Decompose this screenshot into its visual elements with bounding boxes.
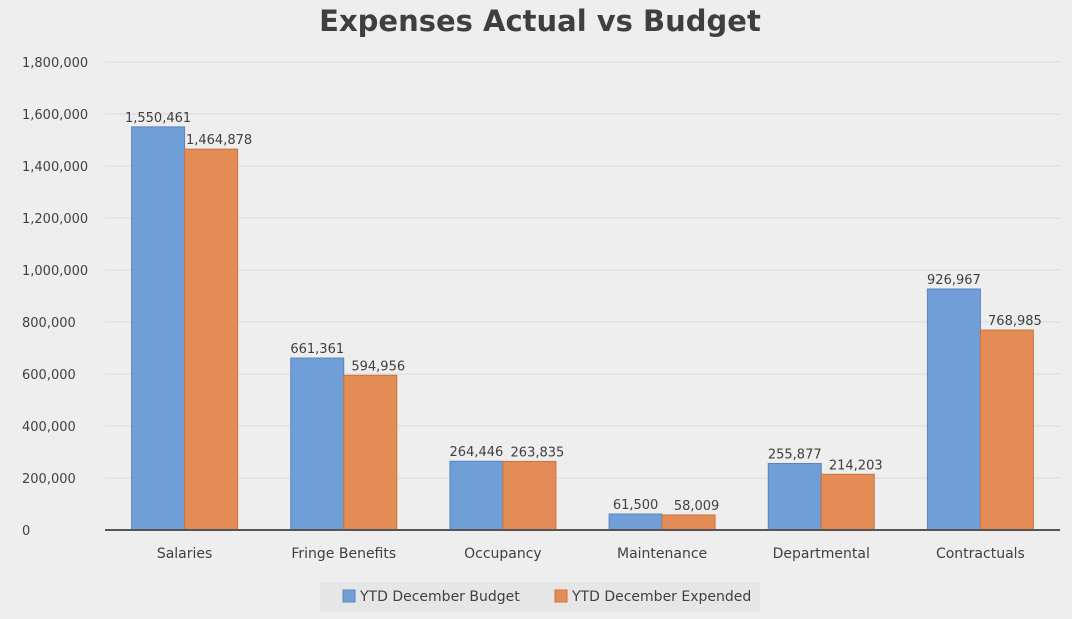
legend-background (320, 582, 760, 612)
y-tick-label: 1,000,000 (22, 264, 88, 279)
x-tick-label: Fringe Benefits (291, 546, 396, 562)
legend-item-budget[interactable]: YTD December Budget (342, 589, 520, 605)
bars (131, 126, 1034, 531)
legend-swatch-budget (342, 589, 356, 603)
legend-swatch-expended (554, 589, 568, 603)
data-label-budget: 255,877 (768, 447, 822, 462)
x-tick-label: Contractuals (936, 546, 1025, 562)
bar-budget (767, 462, 822, 531)
x-axis-ticks: Salaries Fringe Benefits Occupancy Maintena… (157, 546, 1025, 562)
data-label-budget: 264,446 (450, 445, 504, 460)
x-tick-label: Occupancy (464, 546, 542, 562)
y-tick-label: 400,000 (22, 420, 76, 435)
legend[interactable]: YTD December Budget YTD December Expende… (320, 582, 760, 612)
data-label-budget: 926,967 (927, 273, 981, 288)
bar-expended (343, 374, 398, 531)
bar-expended (661, 514, 716, 531)
bar-expended (979, 329, 1034, 531)
data-label-budget: 61,500 (613, 498, 659, 513)
bar-budget (926, 288, 981, 531)
data-label-expended: 1,464,878 (186, 133, 252, 148)
y-tick-label: 0 (22, 524, 30, 539)
y-tick-label: 1,400,000 (22, 160, 88, 175)
y-tick-label: 1,600,000 (22, 108, 88, 123)
bar-budget (131, 126, 186, 531)
x-tick-label: Departmental (773, 546, 870, 562)
data-label-budget: 1,550,461 (125, 111, 191, 126)
gridlines (105, 61, 1060, 479)
data-label-expended: 263,835 (511, 445, 565, 460)
x-tick-label: Maintenance (617, 546, 707, 562)
bar-expended (502, 460, 557, 531)
bar-expended (820, 473, 875, 531)
bar-budget (608, 513, 663, 531)
data-label-expended: 58,009 (674, 499, 720, 514)
legend-label-budget: YTD December Budget (359, 589, 520, 605)
y-axis-ticks: 0 200,000 400,000 600,000 800,000 1,000,000 1,… (22, 56, 88, 539)
chart-title: Expenses Actual vs Budget (319, 4, 761, 38)
bar-expended (184, 148, 239, 531)
data-labels: 1,550,461 1,464,878 661,361 594,956 264,446 2… (125, 111, 1042, 514)
y-tick-label: 1,200,000 (22, 212, 88, 227)
bar-budget (449, 460, 504, 531)
x-tick-label: Salaries (157, 546, 213, 562)
legend-item-expended[interactable]: YTD December Expended (554, 589, 751, 605)
y-tick-label: 1,800,000 (22, 56, 88, 71)
y-tick-label: 800,000 (22, 316, 76, 331)
legend-label-expended: YTD December Expended (571, 589, 751, 605)
data-label-expended: 594,956 (351, 359, 405, 374)
bar-budget (290, 357, 345, 531)
data-label-expended: 768,985 (988, 314, 1042, 329)
data-label-expended: 214,203 (829, 458, 883, 473)
y-tick-label: 200,000 (22, 472, 76, 487)
y-tick-label: 600,000 (22, 368, 76, 383)
data-label-budget: 661,361 (290, 342, 344, 357)
